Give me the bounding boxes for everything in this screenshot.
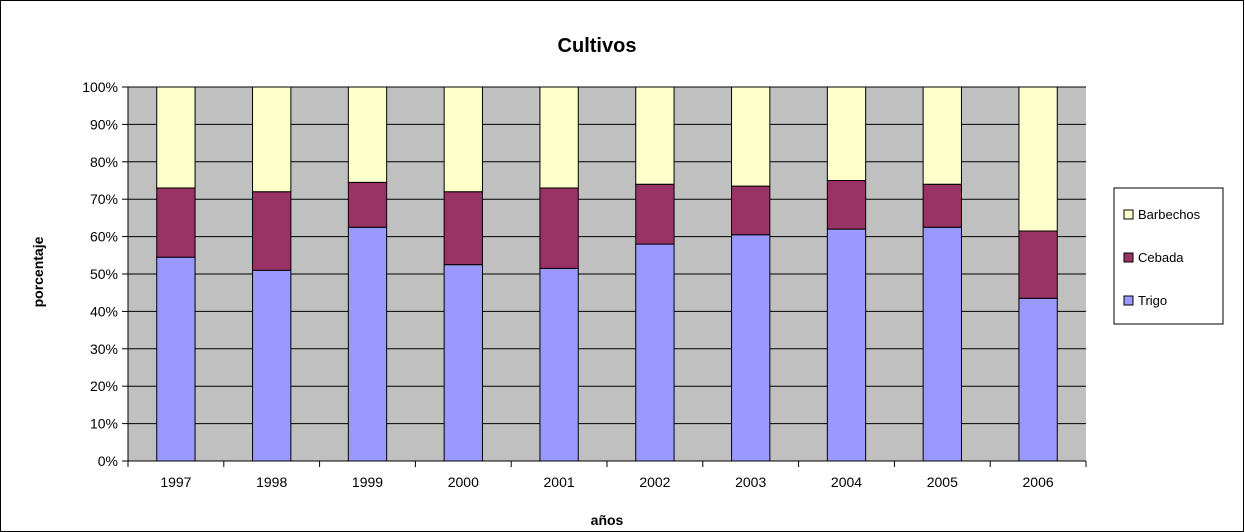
bar-cebada-2004 [826,180,867,230]
bar-cebada-2005 [922,183,962,228]
bar-trigo-2002 [635,243,675,462]
bar-trigo-2006 [1018,297,1058,462]
y-tick-label: 0% [98,453,118,469]
chart-title: Cultivos [558,35,637,57]
bar-barbechos-2000 [443,86,483,193]
y-tick-label: 60% [90,229,118,245]
bar-trigo-1999 [347,226,388,462]
x-tick-label: 2002 [639,474,670,490]
bar-trigo-2003 [731,234,771,462]
y-tick-label: 50% [90,266,118,282]
y-tick-label: 80% [90,154,118,170]
bar-barbechos-2006 [1018,86,1058,232]
bar-barbechos-1997 [156,86,196,189]
legend-label-trigo: Trigo [1138,293,1167,308]
y-tick-label: 70% [90,191,118,207]
legend-swatch-cebada [1123,252,1134,263]
legend-swatch-barbechos [1123,209,1134,220]
y-tick-label: 40% [90,303,118,319]
bar-cebada-1997 [156,187,196,258]
x-tick-label: 2005 [927,474,958,490]
x-tick-label: 2001 [544,474,575,490]
x-tick-label: 2006 [1023,474,1054,490]
bar-trigo-2005 [922,226,962,462]
bar-barbechos-1999 [347,86,388,183]
legend-label-barbechos: Barbechos [1138,207,1201,222]
y-axis-label: porcentaje [30,236,46,307]
x-axis-label: años [591,512,624,528]
y-tick-label: 20% [90,378,118,394]
x-tick-label: 2004 [831,474,862,490]
x-tick-label: 2003 [735,474,766,490]
bar-barbechos-2003 [731,86,771,187]
y-tick-label: 30% [90,341,118,357]
bar-cebada-2006 [1018,230,1058,299]
bar-trigo-1998 [252,269,292,462]
bar-cebada-2001 [539,187,579,269]
bar-barbechos-2001 [539,86,579,189]
bar-cebada-1998 [252,191,292,271]
bar-trigo-2004 [826,228,867,462]
legend-label-cebada: Cebada [1138,250,1184,265]
y-tick-label: 100% [82,79,118,95]
bar-cebada-2003 [731,185,771,236]
legend: Barbechos Cebada Trigo [1113,187,1224,325]
bar-cebada-1999 [347,181,388,228]
x-tick-label: 1997 [160,474,191,490]
bar-trigo-2001 [539,267,579,462]
bar-trigo-1997 [156,256,196,462]
x-tick-label: 1999 [352,474,383,490]
bar-barbechos-2005 [922,86,962,185]
bar-cebada-2002 [635,183,675,245]
y-tick-label: 90% [90,116,118,132]
legend-swatch-trigo [1123,295,1134,306]
bar-cebada-2000 [443,191,483,266]
y-tick-label: 10% [90,416,118,432]
plot-area: 0% 10% 20% 30% 40% 50% 60% 70% 80% 90% 100% 1997 199… [82,79,1087,490]
x-tick-label: 1998 [256,474,287,490]
bar-barbechos-2004 [826,86,867,181]
bar-barbechos-2002 [635,86,675,185]
bar-trigo-2000 [443,264,483,462]
x-tick-label: 2000 [448,474,479,490]
bar-barbechos-1998 [252,86,292,193]
